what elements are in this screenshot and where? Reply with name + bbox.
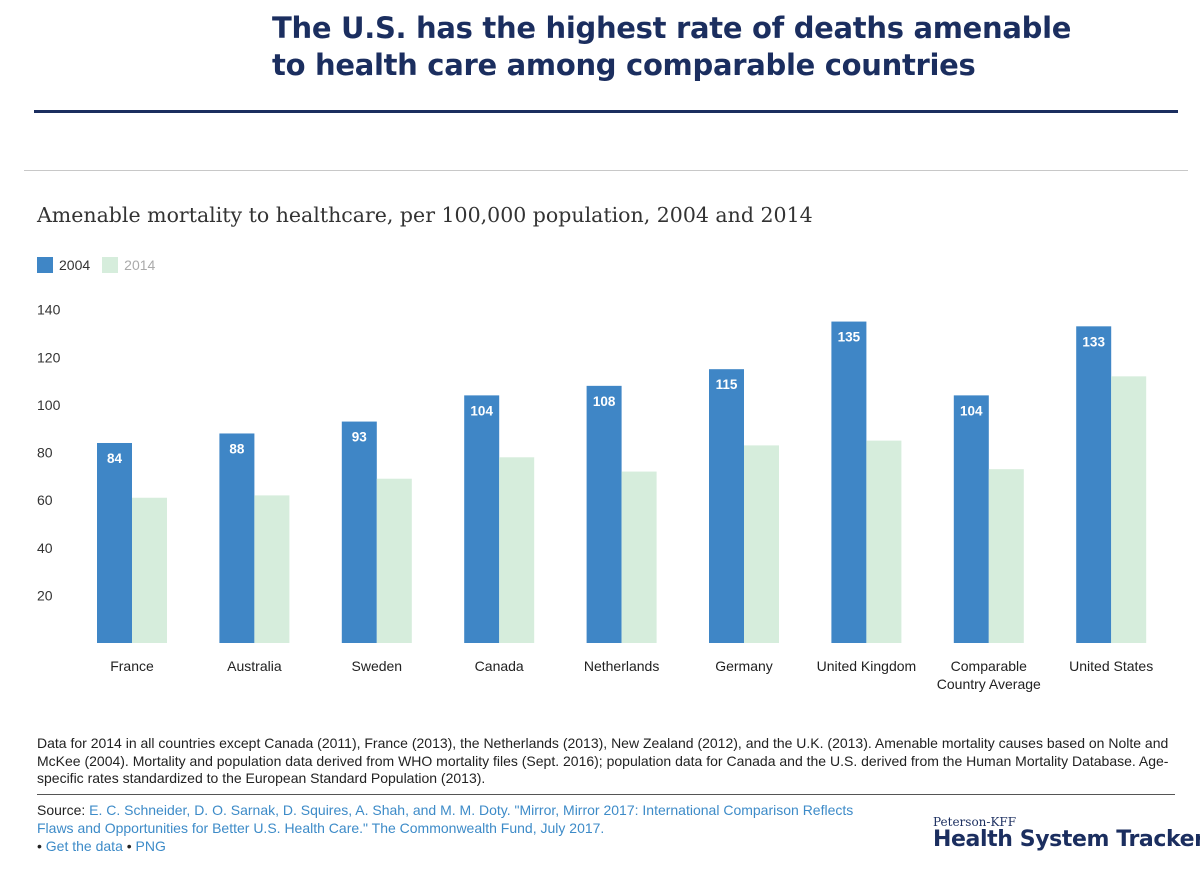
get-data-link[interactable]: Get the data [45, 838, 123, 854]
bar-2014 [1111, 376, 1147, 643]
bar-data-label: 108 [593, 394, 616, 409]
legend-item-2004[interactable]: 2004 [37, 257, 90, 273]
brand-small-text: Peterson-KFF [933, 815, 1017, 829]
legend-label-2004: 2004 [59, 257, 91, 273]
x-tick-label: Australia [227, 658, 282, 674]
bar-data-label: 133 [1082, 334, 1105, 349]
brand-logo[interactable]: Peterson-KFF Health System Tracker [933, 815, 1200, 852]
bar-2014 [621, 471, 657, 643]
source-block: Source: E. C. Schneider, D. O. Sarnak, D… [37, 801, 877, 855]
bar-2004 [219, 433, 255, 643]
bar-2014 [866, 440, 902, 643]
bar-2004 [464, 395, 500, 643]
y-tick-label: 60 [37, 492, 53, 508]
bar-2004 [709, 369, 744, 643]
x-tick-label: Country Average [937, 676, 1041, 692]
legend-item-2014[interactable]: 2014 [102, 257, 155, 273]
y-tick-label: 20 [37, 587, 53, 603]
bullet: • [126, 838, 132, 854]
headline-line-1: The U.S. has the highest rate of deaths … [272, 11, 1072, 45]
legend-swatch-2014 [102, 257, 119, 273]
bar-data-label: 88 [229, 441, 245, 456]
bar-2004 [831, 321, 867, 643]
bar-2014 [254, 495, 290, 643]
x-tick-label: Germany [715, 658, 773, 674]
bar-2004 [1076, 326, 1112, 643]
bullet: • [37, 838, 42, 854]
x-tick-label: France [110, 658, 154, 674]
x-tick-label: United Kingdom [817, 658, 917, 674]
x-tick-label: Netherlands [584, 658, 660, 674]
bar-chart: 20 40 60 80 100 120 140 84 France 88 Australia 93 Sw… [37, 302, 1153, 692]
bar-2004 [341, 421, 377, 643]
y-tick-label: 140 [37, 302, 61, 318]
chart-footnote: Data for 2014 in all countries except Ca… [37, 735, 1169, 786]
source-label: Source: [37, 802, 86, 818]
headline-line-2: to health care among comparable countrie… [272, 48, 976, 82]
x-tick-label: Sweden [352, 658, 403, 674]
bar-2004 [953, 395, 989, 643]
chart-title: Amenable mortality to healthcare, per 10… [37, 203, 813, 227]
bar-data-label: 104 [960, 403, 983, 418]
y-tick-label: 80 [37, 445, 53, 461]
brand-big-text: Health System Tracker [933, 827, 1200, 852]
bar-data-label: 135 [838, 330, 861, 345]
bar-data-label: 84 [107, 451, 123, 466]
bar-2014 [744, 445, 779, 643]
bar-2014 [988, 469, 1024, 643]
footer-divider [37, 794, 1175, 795]
source-citation-link[interactable]: E. C. Schneider, D. O. Sarnak, D. Squire… [37, 802, 854, 836]
bar-data-label: 104 [470, 403, 493, 418]
bar-2014 [376, 478, 412, 643]
bar-data-label: 115 [716, 377, 738, 392]
x-tick-label: Comparable [951, 658, 1027, 674]
section-divider [24, 170, 1188, 171]
headline-rule [34, 110, 1178, 113]
headline: The U.S. has the highest rate of deaths … [272, 10, 1072, 84]
x-tick-label: Canada [475, 658, 524, 674]
chart-legend: 2004 2014 [37, 257, 167, 273]
bar-2004 [97, 442, 132, 643]
bar-2014 [499, 457, 535, 643]
bar-2014 [132, 497, 167, 643]
legend-label-2014: 2014 [124, 257, 156, 273]
y-tick-label: 40 [37, 540, 53, 556]
png-link[interactable]: PNG [135, 838, 166, 854]
bar-2004 [586, 385, 622, 643]
bar-data-label: 93 [352, 430, 368, 445]
y-tick-label: 100 [37, 397, 61, 413]
legend-swatch-2004 [37, 257, 53, 273]
x-tick-label: United States [1069, 658, 1153, 674]
y-tick-label: 120 [37, 349, 61, 365]
